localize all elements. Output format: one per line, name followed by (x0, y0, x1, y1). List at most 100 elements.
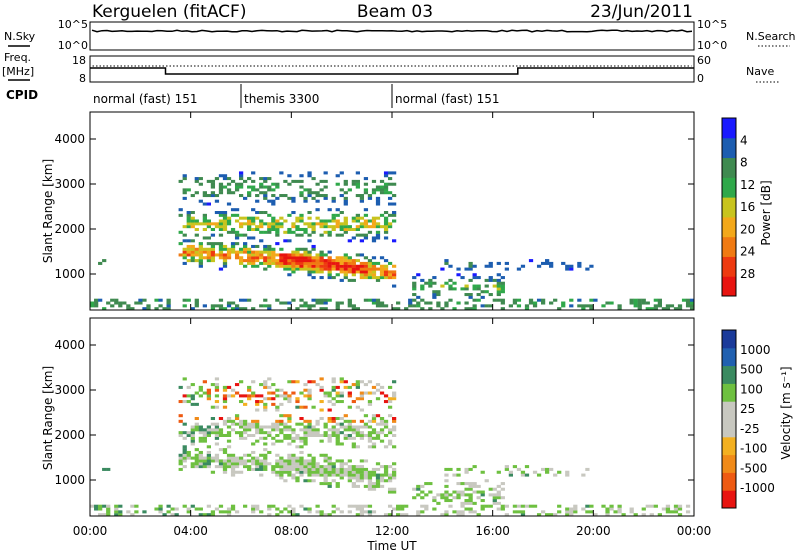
heatmap-cell (283, 394, 288, 398)
heatmap-cell (375, 433, 381, 437)
heatmap-cell (392, 270, 397, 274)
heatmap-cell (126, 307, 131, 311)
heatmap-cell (142, 307, 147, 311)
heatmap-cell (291, 431, 296, 435)
heatmap-cell (339, 188, 344, 192)
heatmap-cell (218, 174, 224, 178)
heatmap-cell (416, 493, 421, 497)
heatmap-cell (182, 225, 187, 229)
heatmap-cell (347, 459, 352, 463)
heatmap-cell (303, 388, 308, 392)
heatmap-cell (190, 397, 195, 401)
freq-label: Freq. (4, 51, 31, 64)
heatmap-cell (367, 419, 373, 423)
heatmap-cell (90, 504, 95, 508)
heatmap-cell (267, 199, 272, 203)
heatmap-cell (238, 380, 244, 384)
y-tick-label: 1000 (54, 267, 85, 281)
cpid-row: CPID normal (fast) 151 themis 3300 normal … (6, 84, 499, 108)
heatmap-cell (375, 484, 381, 488)
heatmap-cell (387, 473, 393, 477)
heatmap-cell (174, 507, 179, 511)
heatmap-cell (460, 501, 465, 505)
heatmap-cell (363, 233, 369, 237)
heatmap-cell (118, 513, 123, 517)
heatmap-cell (335, 391, 340, 395)
heatmap-cell (210, 247, 216, 251)
x-tick-label: 12:00 (375, 524, 410, 538)
heatmap-cell (363, 261, 369, 265)
heatmap-cell (335, 417, 340, 421)
heatmap-cell (375, 414, 381, 418)
heatmap-cell (363, 433, 369, 437)
heatmap-cell (291, 467, 296, 471)
heatmap-cell (323, 219, 328, 223)
heatmap-cell (218, 298, 224, 302)
heatmap-cell (428, 482, 433, 486)
heatmap-cell (557, 510, 562, 514)
heatmap-cell (444, 473, 449, 477)
heatmap-cell (299, 298, 304, 302)
heatmap-cell (323, 476, 328, 480)
heatmap-cell (315, 259, 320, 263)
heatmap-cell (677, 504, 683, 508)
heatmap-cell (182, 174, 187, 178)
heatmap-cell (383, 465, 389, 469)
heatmap-cell (283, 264, 288, 268)
heatmap-cell (214, 405, 220, 409)
heatmap-cell (118, 510, 123, 514)
heatmap-cell (198, 459, 203, 463)
heatmap-cell (238, 182, 244, 186)
heatmap-cell (315, 194, 320, 198)
heatmap-cell (238, 259, 244, 263)
heatmap-cell (355, 431, 360, 435)
heatmap-cell (392, 428, 397, 432)
heatmap-cell (271, 383, 276, 387)
colorbar-swatch (722, 454, 736, 473)
beam-title: Beam 03 (357, 2, 433, 22)
heatmap-cell (335, 484, 340, 488)
heatmap-cell (359, 222, 365, 226)
heatmap-cell (339, 264, 344, 268)
heatmap-cell (645, 504, 650, 508)
heatmap-cell (347, 510, 352, 514)
heatmap-cell (404, 504, 409, 508)
heatmap-cell (102, 467, 107, 471)
heatmap-cell (307, 479, 312, 483)
heatmap-cell (275, 453, 280, 457)
colorbar-tick-label: 1000 (740, 343, 771, 357)
heatmap-cell (319, 179, 324, 183)
heatmap-cell (206, 219, 211, 223)
heatmap-cell (303, 470, 308, 474)
heatmap-cell (536, 298, 542, 302)
heatmap-cell (303, 304, 308, 308)
heatmap-cell (299, 233, 304, 237)
nave-label: Nave (746, 65, 774, 78)
heatmap-cell (267, 431, 272, 435)
heatmap-cell (154, 298, 159, 302)
heatmap-cell (367, 276, 373, 280)
heatmap-cell (251, 391, 256, 395)
heatmap-cell (202, 194, 207, 198)
heatmap-cell (416, 295, 421, 299)
heatmap-cell (255, 211, 260, 215)
heatmap-cell (299, 391, 304, 395)
heatmap-cell (222, 244, 228, 248)
heatmap-cell (295, 470, 300, 474)
heatmap-cell (275, 227, 280, 231)
heatmap-cell (589, 264, 594, 268)
heatmap-cell (351, 273, 356, 277)
heatmap-cell (323, 185, 328, 189)
heatmap-cell (504, 261, 509, 265)
heatmap-cell (339, 261, 344, 265)
heatmap-cell (202, 304, 207, 308)
heatmap-cell (182, 250, 187, 254)
heatmap-cell (210, 470, 216, 474)
heatmap-cell (259, 225, 264, 229)
heatmap-cell (222, 225, 228, 229)
heatmap-cell (319, 385, 324, 389)
heatmap-cell (186, 385, 191, 389)
heatmap-cell (331, 196, 336, 200)
heatmap-cell (291, 428, 296, 432)
